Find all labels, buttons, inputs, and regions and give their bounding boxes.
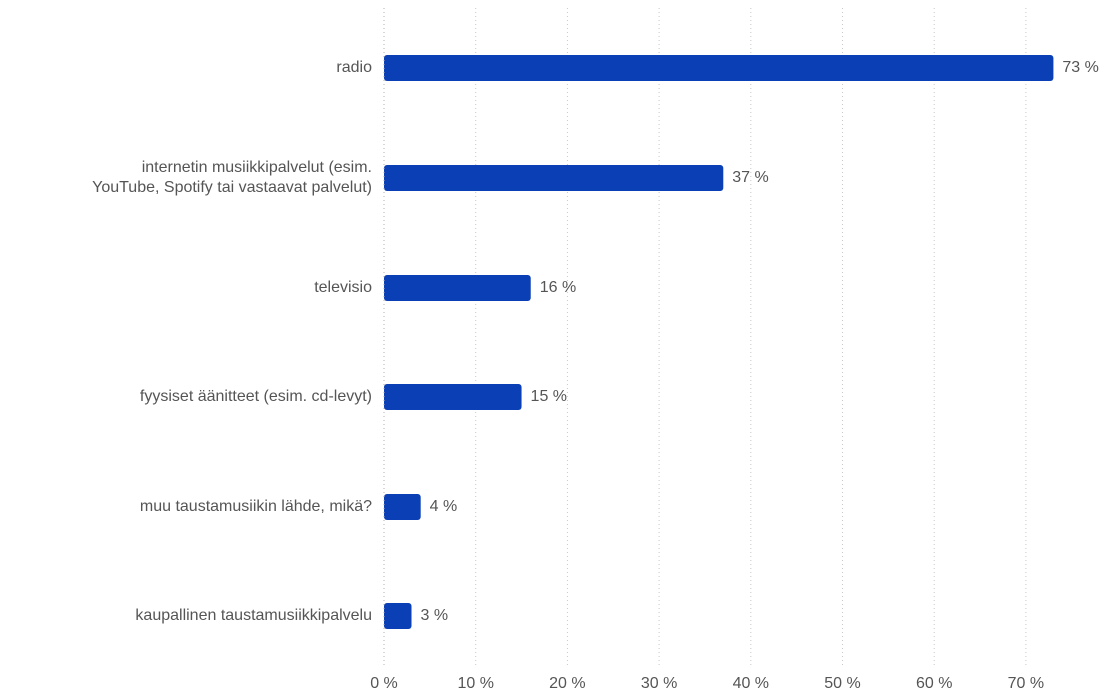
- x-tick-label: 20 %: [549, 675, 586, 692]
- x-tick-label: 10 %: [457, 675, 494, 692]
- x-tick-label: 30 %: [640, 675, 678, 692]
- bar[interactable]: [384, 384, 522, 410]
- x-tick-label: 50 %: [824, 675, 861, 692]
- bar[interactable]: [384, 494, 421, 520]
- category-label: radio: [336, 59, 372, 76]
- x-tick-label: 0 %: [370, 675, 398, 692]
- bar[interactable]: [384, 275, 531, 301]
- category-label: fyysiset äänitteet (esim. cd-levyt): [139, 388, 372, 405]
- x-tick-label: 60 %: [915, 675, 953, 692]
- category-label: muu taustamusiikin lähde, mikä?: [139, 498, 372, 515]
- bar-value-label: 73 %: [1062, 59, 1099, 76]
- category-label: televisio: [314, 279, 372, 296]
- category-label: internetin musiikkipalvelut (esim. YouTu…: [92, 159, 372, 196]
- bar[interactable]: [384, 55, 1054, 81]
- bar[interactable]: [384, 165, 724, 191]
- bar-value-label: 37 %: [732, 169, 769, 186]
- bar-value-label: 16 %: [539, 279, 577, 296]
- bar[interactable]: [384, 603, 412, 629]
- bar-value-label: 3 %: [420, 607, 449, 624]
- x-tick-label: 40 %: [732, 675, 770, 692]
- bar-value-label: 15 %: [530, 388, 568, 405]
- x-tick-label: 70 %: [1007, 675, 1045, 692]
- category-label: kaupallinen taustamusiikkipalvelu: [135, 607, 372, 624]
- bar-value-label: 4 %: [429, 498, 458, 515]
